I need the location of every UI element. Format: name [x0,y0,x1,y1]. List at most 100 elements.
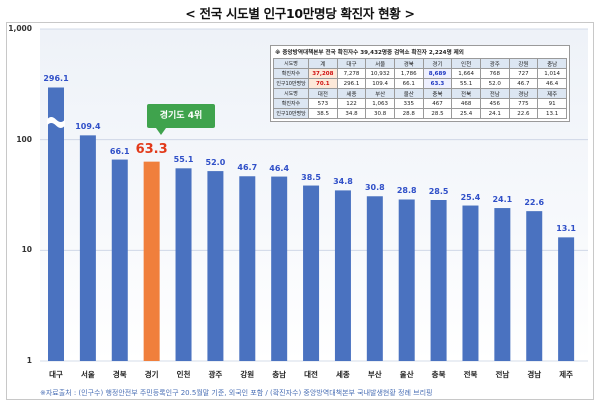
value-label-전북: 25.4 [460,192,481,202]
bar-경기 [143,161,160,361]
x-tick-label-인천: 인천 [176,370,191,379]
x-tick-label-경북: 경북 [112,370,127,379]
info-table-cell: 34.8 [336,108,367,119]
value-label-경남: 22.6 [524,198,545,208]
value-label-울산: 28.8 [396,186,417,196]
info-table-cell: 인구10만명당 [273,78,309,89]
info-table-cell: 91 [537,98,567,109]
info-table-cell: 1,664 [451,68,481,79]
bar-대구 [48,87,64,362]
info-table-cell: 광주 [479,58,510,69]
value-label-광주: 52.0 [205,158,226,168]
x-tick-label-전남: 전남 [495,370,510,379]
callout-pointer [156,128,166,135]
x-tick-label-충북: 충북 [431,370,446,379]
value-label-제주: 13.1 [556,224,576,234]
value-label-대구: 296.1 [43,74,69,84]
info-table-cell: 38.5 [308,108,338,119]
info-table-cell: 46.7 [508,78,539,89]
info-table-cell: 강원 [508,58,539,69]
value-label-대전: 38.5 [301,172,321,182]
bar-전북 [462,205,479,361]
info-table-cell: 573 [308,98,338,109]
bar-울산 [398,199,415,361]
info-table-cell: 22.6 [508,108,539,119]
info-table-cell: 30.8 [365,108,395,119]
bar-경남 [526,211,543,361]
info-table-cell: 37,208 [308,68,338,79]
info-table-cell: 전남 [479,88,510,99]
info-table-cell: 부산 [365,88,395,99]
y-tick-label: 100 [16,134,32,144]
bar-서울 [79,135,96,361]
bar-충북 [430,199,447,361]
x-tick-label-울산: 울산 [399,370,414,379]
info-table-box: ※ 중앙방역대책본부 전국 확진자수 39,432명중 검역소 확진자 2,22… [270,45,570,122]
info-table-row: 인구10만명당 70.1 296.1 109.4 66.1 63.3 55.1 52.0 46.… [273,78,567,89]
bar-세종 [334,190,351,361]
info-table-cell: 468 [451,98,481,109]
info-table-row: 시도명 계 대구 서울 경북 경기 인천 광주 강원 충남 [273,58,567,69]
info-table-cell: 대구 [336,58,367,69]
info-table-cell: 7,278 [336,68,367,79]
info-table: 시도명 계 대구 서울 경북 경기 인천 광주 강원 충남 확진자수 37,208 7,278 10,93… [273,58,567,119]
info-table-cell: 8,689 [422,68,453,79]
info-table-cell: 24.1 [479,108,510,119]
x-tick-label-전북: 전북 [463,370,478,379]
source-footnote: ※자료출처 : (인구수) 행정안전부 주민등록인구 20.5월말 기준, 외국… [40,389,433,397]
info-table-row: 시도명 대전 세종 부산 울산 충북 전북 전남 경남 제주 [273,88,567,99]
info-table-cell: 335 [393,98,424,109]
info-table-cell: 296.1 [336,78,367,89]
value-label-경기: 63.3 [135,141,168,157]
info-table-cell: 대전 [308,88,338,99]
x-tick-label-충남: 충남 [272,370,287,379]
info-table-cell: 55.1 [451,78,481,89]
info-table-cell: 467 [422,98,453,109]
info-table-cell: 확진자수 [273,98,309,109]
info-table-cell: 1,014 [537,68,567,79]
info-table-row: 인구10만명당 38.5 34.8 30.8 28.8 28.5 25.4 24.1 22.6 1… [273,108,567,119]
x-tick-label-강원: 강원 [240,370,255,379]
bar-경북 [111,159,128,361]
info-table-cell: 1,786 [393,68,424,79]
info-table-cell: 52.0 [479,78,510,89]
info-table-cell: 109.4 [365,78,395,89]
y-tick-label: 1,000 [8,24,32,33]
value-label-충북: 28.5 [428,186,449,196]
info-table-cell: 13.1 [537,108,567,119]
info-table-cell: 경남 [508,88,539,99]
info-table-cell: 46.4 [537,78,567,89]
info-table-cell: 계 [308,58,338,69]
bar-제주 [558,237,575,361]
info-table-cell: 456 [479,98,510,109]
info-table-cell: 70.1 [308,78,338,89]
value-label-강원: 46.7 [237,163,258,173]
info-table-cell: 66.1 [393,78,424,89]
y-tick-label: 10 [21,245,32,255]
info-table-cell: 122 [336,98,367,109]
info-table-cell: 시도명 [273,58,309,69]
info-table-cell: 인구10만명당 [273,108,309,119]
value-label-세종: 34.8 [333,177,353,187]
y-tick-label: 1 [26,356,32,365]
bar-인천 [175,168,192,361]
value-label-부산: 30.8 [364,183,385,193]
value-label-경북: 66.1 [109,146,130,156]
bar-강원 [239,176,256,361]
info-table-cell: 727 [508,68,539,79]
info-table-cell: 확진자수 [273,68,309,79]
bar-충남 [271,176,288,361]
chart-title: < 전국 시도별 인구10만명당 확진자 현황 > [185,6,415,21]
info-table-cell: 경북 [393,58,424,69]
value-label-전남: 24.1 [492,195,513,205]
info-table-cell: 울산 [393,88,424,99]
x-tick-label-제주: 제주 [559,370,574,379]
info-table-cell: 세종 [336,88,367,99]
info-table-cell: 768 [479,68,510,79]
info-table-cell: 충남 [537,58,567,69]
value-label-서울: 109.4 [75,122,101,132]
info-table-cell: 1,063 [365,98,395,109]
x-tick-label-세종: 세종 [336,370,350,379]
info-table-cell: 28.8 [393,108,424,119]
info-table-row: 확진자수 37,208 7,278 10,932 1,786 8,689 1,664 768 7… [273,68,567,79]
